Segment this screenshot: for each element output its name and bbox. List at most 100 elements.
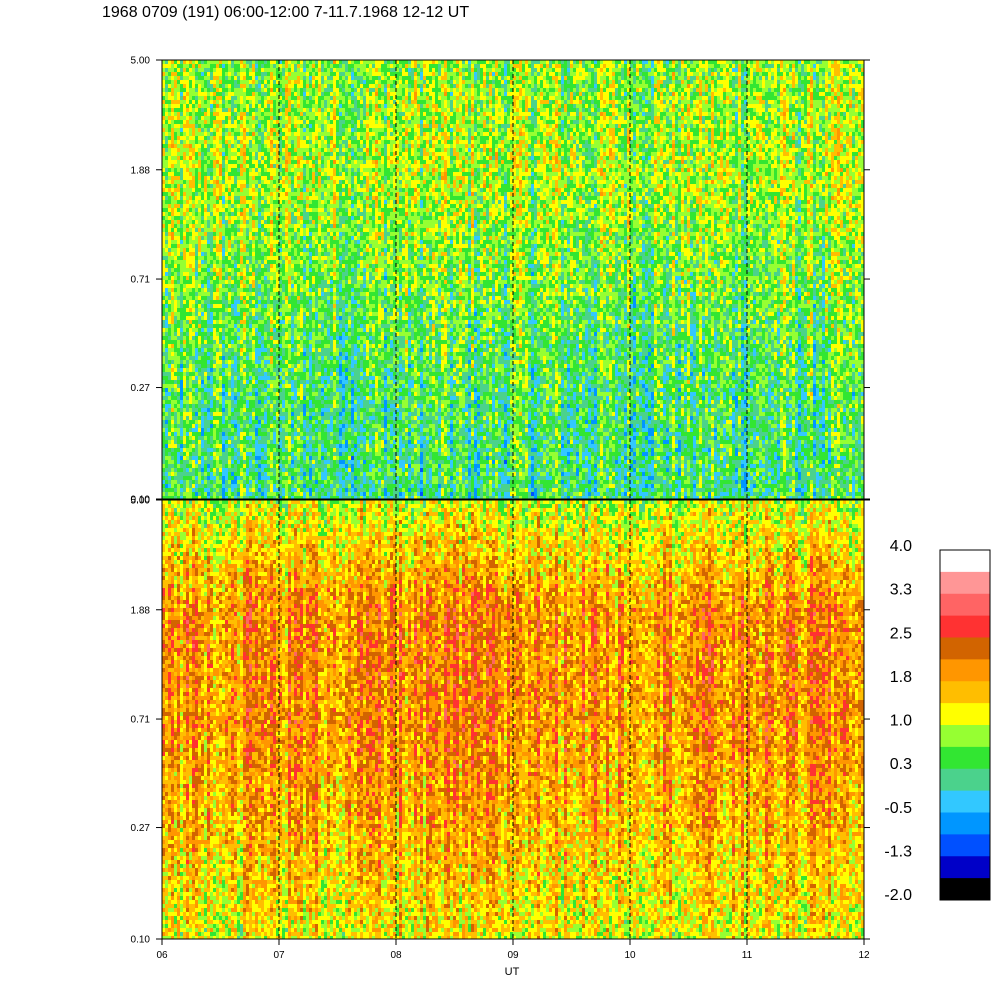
heatmap-cell bbox=[684, 60, 687, 64]
heatmap-cell bbox=[786, 108, 789, 112]
heatmap-cell bbox=[522, 64, 525, 68]
heatmap-cell bbox=[519, 124, 522, 128]
heatmap-cell bbox=[261, 96, 264, 100]
heatmap-cell bbox=[579, 76, 582, 80]
heatmap-cell bbox=[186, 108, 189, 112]
heatmap-cell bbox=[771, 100, 774, 104]
heatmap-cell bbox=[411, 92, 414, 96]
heatmap-cell bbox=[495, 104, 498, 108]
heatmap-cell bbox=[840, 100, 843, 104]
heatmap-cell bbox=[288, 128, 291, 132]
heatmap-cell bbox=[720, 64, 723, 68]
heatmap-cell bbox=[219, 80, 222, 84]
heatmap-cell bbox=[243, 72, 246, 76]
heatmap-cell bbox=[246, 112, 249, 116]
heatmap-cell bbox=[654, 80, 657, 84]
heatmap-cell bbox=[402, 76, 405, 80]
heatmap-cell bbox=[330, 96, 333, 100]
heatmap-cell bbox=[576, 104, 579, 108]
heatmap-cell bbox=[798, 84, 801, 88]
heatmap-cell bbox=[762, 116, 765, 120]
heatmap-cell bbox=[828, 76, 831, 80]
heatmap-cell bbox=[354, 80, 357, 84]
heatmap-cell bbox=[450, 100, 453, 104]
heatmap-cell bbox=[399, 128, 402, 132]
heatmap-cell bbox=[264, 124, 267, 128]
heatmap-cell bbox=[522, 112, 525, 116]
heatmap-cell bbox=[846, 60, 849, 64]
heatmap-cell bbox=[678, 76, 681, 80]
heatmap-cell bbox=[381, 112, 384, 116]
heatmap-cell bbox=[759, 84, 762, 88]
heatmap-cell bbox=[177, 72, 180, 76]
heatmap-cell bbox=[210, 96, 213, 100]
heatmap-cell bbox=[546, 88, 549, 92]
heatmap-cell bbox=[567, 92, 570, 96]
heatmap-cell bbox=[729, 68, 732, 72]
heatmap-cell bbox=[708, 76, 711, 80]
heatmap-cell bbox=[327, 60, 330, 64]
heatmap-cell bbox=[648, 72, 651, 76]
heatmap-cell bbox=[339, 100, 342, 104]
heatmap-cell bbox=[243, 116, 246, 120]
heatmap-cell bbox=[693, 104, 696, 108]
heatmap-cell bbox=[672, 84, 675, 88]
heatmap-cell bbox=[168, 64, 171, 68]
heatmap-cell bbox=[657, 120, 660, 124]
heatmap-cell bbox=[732, 108, 735, 112]
heatmap-cell bbox=[702, 72, 705, 76]
heatmap-cell bbox=[708, 108, 711, 112]
heatmap-cell bbox=[408, 64, 411, 68]
heatmap-cell bbox=[189, 116, 192, 120]
heatmap-cell bbox=[435, 88, 438, 92]
heatmap-cell bbox=[414, 128, 417, 132]
heatmap-cell bbox=[264, 108, 267, 112]
heatmap-cell bbox=[561, 124, 564, 128]
heatmap-cell bbox=[741, 60, 744, 64]
heatmap-cell bbox=[621, 60, 624, 64]
heatmap-cell bbox=[561, 108, 564, 112]
heatmap-cell bbox=[711, 84, 714, 88]
heatmap-cell bbox=[603, 108, 606, 112]
heatmap-cell bbox=[504, 60, 507, 64]
heatmap-cell bbox=[402, 124, 405, 128]
heatmap-cell bbox=[519, 60, 522, 64]
heatmap-cell bbox=[321, 92, 324, 96]
heatmap-cell bbox=[822, 124, 825, 128]
heatmap-cell bbox=[342, 124, 345, 128]
heatmap-cell bbox=[774, 92, 777, 96]
heatmap-cell bbox=[447, 64, 450, 68]
heatmap-cell bbox=[495, 108, 498, 112]
heatmap-cell bbox=[771, 108, 774, 112]
heatmap-cell bbox=[330, 100, 333, 104]
heatmap-cell bbox=[222, 116, 225, 120]
heatmap-cell bbox=[390, 80, 393, 84]
heatmap-cell bbox=[402, 60, 405, 64]
heatmap-cell bbox=[777, 72, 780, 76]
heatmap-cell bbox=[375, 88, 378, 92]
heatmap-cell bbox=[681, 108, 684, 112]
heatmap-cell bbox=[228, 64, 231, 68]
heatmap-cell bbox=[369, 60, 372, 64]
heatmap-cell bbox=[828, 88, 831, 92]
heatmap-cell bbox=[573, 60, 576, 64]
heatmap-cell bbox=[669, 108, 672, 112]
heatmap-cell bbox=[303, 96, 306, 100]
heatmap-cell bbox=[297, 116, 300, 120]
heatmap-cell bbox=[300, 128, 303, 132]
heatmap-cell bbox=[384, 72, 387, 76]
heatmap-cell bbox=[321, 68, 324, 72]
heatmap-cell bbox=[609, 80, 612, 84]
heatmap-cell bbox=[165, 68, 168, 72]
heatmap-cell bbox=[507, 80, 510, 84]
heatmap-cell bbox=[606, 112, 609, 116]
heatmap-cell bbox=[816, 108, 819, 112]
heatmap-cell bbox=[750, 108, 753, 112]
heatmap-cell bbox=[315, 96, 318, 100]
heatmap-cell bbox=[528, 96, 531, 100]
heatmap-cell bbox=[660, 100, 663, 104]
heatmap-cell bbox=[294, 108, 297, 112]
heatmap-cell bbox=[585, 100, 588, 104]
heatmap-cell bbox=[651, 96, 654, 100]
heatmap-cell bbox=[291, 108, 294, 112]
